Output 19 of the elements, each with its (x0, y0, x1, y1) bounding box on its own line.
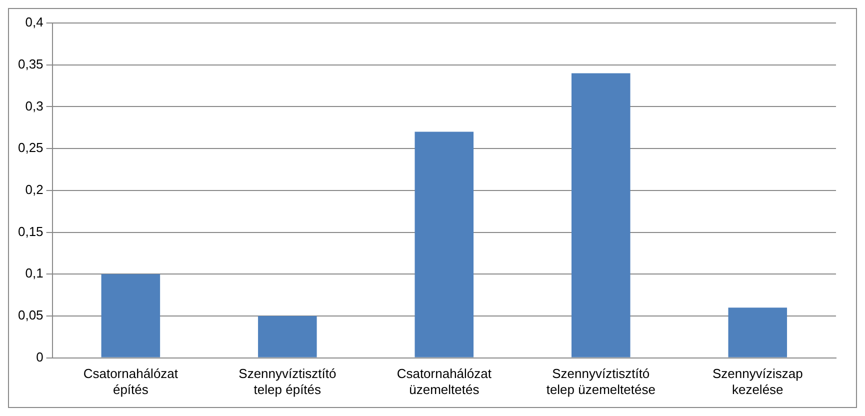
bar (572, 73, 630, 358)
y-tick-label: 0,35 (18, 56, 44, 72)
y-tick-label: 0,05 (18, 308, 44, 323)
bar (101, 274, 160, 358)
x-tick-label: Szennyvíztisztító telep üzemeltetése (546, 366, 656, 397)
bar (258, 316, 317, 358)
y-tick-label: 0,1 (25, 266, 44, 281)
y-tick-label: 0 (36, 349, 44, 364)
y-tick-label: 0,4 (25, 14, 44, 30)
x-tick-label: Szennyvíztisztító telep építés (238, 366, 336, 397)
x-tick-label: Csatornahálózat építés (83, 366, 178, 397)
bar (728, 308, 788, 358)
y-tick-label: 0,2 (25, 182, 44, 197)
y-tick-label: 0,15 (18, 224, 44, 239)
y-tick-label: 0,3 (25, 98, 44, 114)
x-tick-label: Csatornahálózat üzemeltetés (396, 366, 492, 397)
y-tick-label: 0,25 (18, 140, 44, 156)
x-tick-label: Szennyvíziszap kezelése (712, 366, 803, 397)
bar (414, 132, 474, 358)
